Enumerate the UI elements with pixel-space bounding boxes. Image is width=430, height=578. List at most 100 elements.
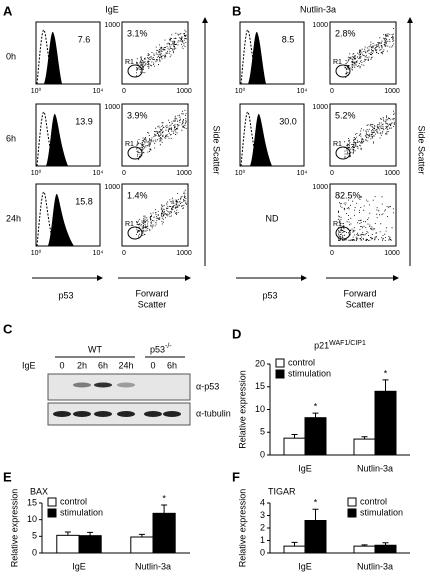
scatter-axis-label: Scatter [138, 299, 167, 309]
scatter-value: 1.4% [127, 190, 148, 200]
scatter-y-tick: 1000 [312, 104, 328, 111]
scatter-frame [329, 103, 397, 167]
side-scatter-label: Side Scatter [417, 125, 427, 174]
histogram-value: 15.8 [75, 196, 93, 206]
gate [127, 64, 143, 78]
stimulus-label: IgE [22, 360, 36, 370]
error-bar [361, 436, 368, 440]
superscript: -/- [165, 343, 172, 350]
scatter-value: 82.5% [335, 190, 361, 200]
panel-title: IgE [105, 4, 119, 14]
y-axis-label: Relative expression [237, 489, 247, 568]
bar [152, 512, 176, 554]
x-tick-label: Nutlin-3a [357, 561, 393, 571]
gate [127, 146, 143, 160]
significance-star: * [314, 402, 318, 412]
error-bar [138, 533, 145, 537]
legend-label: control [360, 496, 387, 506]
bar [353, 545, 376, 554]
bar [283, 437, 306, 456]
error-bar [64, 531, 71, 536]
legend-swatch [347, 508, 357, 518]
scatter-x-tick: 1000 [384, 250, 400, 257]
histogram-frame [35, 103, 101, 167]
lane-label: 2h [77, 360, 87, 370]
legend-label: stimulation [360, 507, 403, 517]
legend-swatch [275, 369, 285, 379]
histogram-frame [239, 103, 305, 167]
y-tick-label: 1 [260, 535, 265, 545]
histogram-frame [239, 21, 305, 85]
scatter-frame [329, 183, 397, 247]
histogram-tick: 10⁴ [297, 170, 308, 177]
scatter-axis-label: Scatter [346, 299, 375, 309]
error-bar [312, 508, 319, 521]
scatter-x-tick: 0 [330, 88, 334, 95]
group-label: WT [88, 344, 102, 354]
lane-label: 0 [59, 360, 64, 370]
x-tick-label: IgE [72, 561, 86, 571]
error-bar [312, 412, 319, 418]
band [73, 382, 91, 388]
histogram-tick: 10⁴ [297, 88, 308, 95]
scatter-x-tick: 1000 [176, 170, 192, 177]
antibody-label: α-p53 [196, 381, 219, 391]
scatter-value: 3.1% [127, 28, 148, 38]
scatter-y-tick: 1000 [104, 22, 120, 29]
antibody-label: α-tubulin [196, 408, 231, 418]
gate-label: R1 [125, 59, 134, 66]
significance-star: * [384, 368, 388, 378]
time-label: 24h [6, 213, 21, 223]
histogram-isotype [240, 111, 259, 167]
histogram-fill [248, 31, 266, 84]
panel-letter: B [232, 3, 241, 18]
band [94, 382, 112, 388]
y-axis-label: Relative expression [9, 489, 19, 568]
bar [78, 535, 102, 554]
significance-star: * [162, 493, 166, 503]
bar [56, 534, 80, 554]
y-tick-label: 5 [32, 531, 37, 541]
scatter-x-tick: 1000 [384, 88, 400, 95]
bar [304, 417, 327, 456]
y-tick-label: 20 [255, 358, 265, 368]
gate [127, 226, 143, 240]
band [117, 411, 135, 417]
scatter-dots [136, 189, 187, 238]
histogram-value: 30.0 [279, 116, 297, 126]
scatter-dots [338, 195, 394, 241]
scatter-frame [121, 183, 189, 247]
histogram-frame [35, 21, 101, 85]
bar [130, 536, 154, 554]
y-tick-label: 2 [260, 522, 265, 532]
time-label: 6h [6, 133, 16, 143]
histogram-axis-label: p53 [58, 290, 73, 300]
histogram-tick: 10⁴ [93, 170, 104, 177]
y-tick-label: 4 [260, 497, 265, 507]
scatter-value: 2.8% [335, 28, 356, 38]
y-tick-label: 0 [260, 547, 265, 557]
scatter-frame [121, 103, 189, 167]
y-tick-label: 3 [260, 510, 265, 520]
histogram-tick: 10⁰ [31, 169, 42, 177]
scatter-frame [121, 21, 189, 85]
gate-label: R1 [333, 59, 342, 66]
time-label: 0h [6, 51, 16, 61]
gate [335, 226, 351, 240]
histogram-isotype [36, 29, 55, 85]
blot [47, 373, 191, 401]
legend-label: control [288, 357, 315, 367]
histogram-tick: 10⁰ [31, 87, 42, 95]
error-bar [291, 434, 298, 439]
scatter-axis-label: Forward [343, 288, 376, 298]
scatter-x-tick: 0 [122, 170, 126, 177]
scatter-dots [344, 28, 395, 78]
histogram-fill [46, 113, 68, 166]
bar [374, 390, 397, 456]
gate [335, 146, 351, 160]
panel-letter: F [232, 469, 240, 484]
chart-title: BAX [30, 486, 48, 496]
scatter-x-tick: 1000 [176, 250, 192, 257]
histogram-axis-label: p53 [262, 290, 277, 300]
gate-label: R1 [333, 141, 342, 148]
